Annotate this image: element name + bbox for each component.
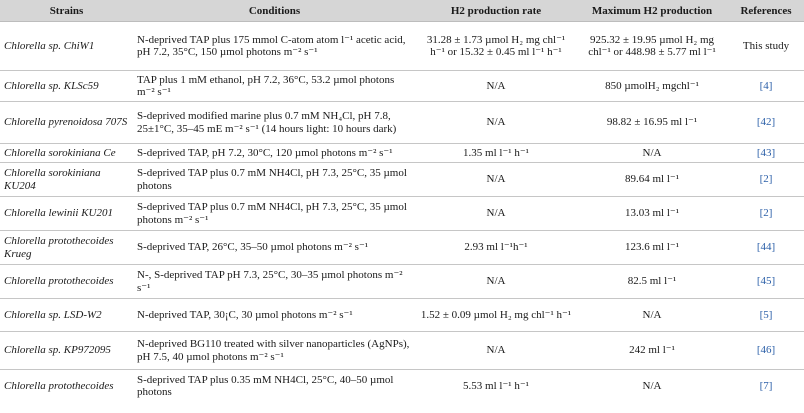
strain-cell: Chlorella protothecoides (4, 380, 114, 392)
reference-link[interactable]: [2] (728, 162, 804, 197)
conditions-cell: N-deprived TAP, 30¡C, 30 µmol photons m⁻… (133, 298, 416, 332)
table-header: Strains Conditions H2 production rate Ma… (0, 0, 804, 22)
reference-link[interactable]: [43] (728, 143, 804, 163)
table-row: Chlorella protothecoides Krueg S-deprive… (0, 230, 804, 265)
table-row: Chlorella protothecoides N-, S-deprived … (0, 264, 804, 299)
strain-cell: Chlorella protothecoides Krueg (0, 230, 133, 265)
max-cell: 82.5 ml l⁻¹ (576, 264, 728, 299)
strain-cell: Chlorella sp. LSD-W2 (0, 298, 133, 332)
reference-link[interactable]: [42] (728, 101, 804, 144)
rate-cell: N/A (416, 331, 576, 370)
rate-cell: N/A (416, 70, 576, 102)
strain-cell: Chlorella sp. KP972095 (0, 331, 133, 370)
header-production-rate: H2 production rate (416, 0, 576, 22)
reference-link[interactable]: [5] (728, 298, 804, 332)
rate-cell: 5.53 ml l⁻¹ h⁻¹ (463, 380, 529, 392)
rate-cell: 1.35 ml l⁻¹ h⁻¹ (416, 143, 576, 163)
max-cell: 242 ml l⁻¹ (576, 331, 728, 370)
reference-link[interactable]: [7] (759, 380, 773, 392)
header-row: Strains Conditions H2 production rate Ma… (0, 0, 804, 22)
conditions-cell: N-deprived TAP plus 175 mmol C-atom atom… (133, 21, 416, 71)
max-cell: 13.03 ml l⁻¹ (576, 196, 728, 231)
conditions-cell: N-deprived BG110 treated with silver nan… (133, 331, 416, 370)
table-row: Chlorella pyrenoidosa 707S S-deprived mo… (0, 101, 804, 144)
table-row: Chlorella sp. KP972095 N-deprived BG110 … (0, 331, 804, 370)
table-row: Chlorella sp. KLSc59 TAP plus 1 mM ethan… (0, 70, 804, 102)
strain-cell: Chlorella sorokiniana Ce (0, 143, 133, 163)
rate-cell: N/A (416, 101, 576, 144)
reference-link[interactable]: [46] (728, 331, 804, 370)
reference-link[interactable]: [44] (728, 230, 804, 265)
max-cell: N/A (576, 298, 728, 332)
table-row: Chlorella sp. LSD-W2 N-deprived TAP, 30¡… (0, 298, 804, 332)
conditions-cell: N-, S-deprived TAP pH 7.3, 25°C, 30–35 µ… (133, 264, 416, 299)
max-cell: 123.6 ml l⁻¹ (576, 230, 728, 265)
reference-link[interactable]: [2] (728, 196, 804, 231)
strain-cell: Chlorella lewinii KU201 (0, 196, 133, 231)
strain-cell: Chlorella sorokiniana KU204 (0, 162, 133, 197)
conditions-cell: TAP plus 1 mM ethanol, pH 7.2, 36°C, 53.… (133, 70, 416, 102)
conditions-cell: S-deprived TAP plus 0.7 mM NH4Cl, pH 7.3… (133, 162, 416, 197)
reference-cell: This study (728, 21, 804, 71)
header-references: References (728, 0, 804, 22)
header-conditions: Conditions (133, 0, 416, 22)
strain-cell: Chlorella protothecoides (0, 264, 133, 299)
header-strains: Strains (0, 0, 133, 22)
table-row: Chlorella sp. ChiW1 N-deprived TAP plus … (0, 21, 804, 71)
header-maximum-production: Maximum H2 production (576, 0, 728, 22)
conditions-cell: S-deprived modified marine plus 0.7 mM N… (133, 101, 416, 144)
rate-cell: N/A (416, 264, 576, 299)
rate-cell: 2.93 ml l⁻¹h⁻¹ (416, 230, 576, 265)
max-cell: 89.64 ml l⁻¹ (576, 162, 728, 197)
table-row: Chlorella sorokiniana Ce S-deprived TAP,… (0, 143, 804, 163)
max-cell: N/A (576, 143, 728, 163)
rate-cell: 1.52 ± 0.09 µmol H₂ mg chl⁻¹ h⁻¹ (416, 298, 576, 332)
reference-link[interactable]: [4] (728, 70, 804, 102)
table-row: Chlorella lewinii KU201 S-deprived TAP p… (0, 196, 804, 231)
max-cell: 850 µmolH₂ mgchl⁻¹ (576, 70, 728, 102)
max-cell: 98.82 ± 16.95 ml l⁻¹ (576, 101, 728, 144)
conditions-cell: S-deprived TAP plus 0.7 mM NH4Cl, pH 7.3… (133, 196, 416, 231)
strain-cell: Chlorella pyrenoidosa 707S (0, 101, 133, 144)
rate-cell: N/A (416, 196, 576, 231)
max-cell: 925.32 ± 19.95 µmol H₂ mg chl⁻¹ or 448.9… (576, 21, 728, 71)
conditions-cell: S-deprived TAP, pH 7.2, 30°C, 120 µmol p… (133, 143, 416, 163)
strain-cell: Chlorella sp. ChiW1 (0, 21, 133, 71)
table-body: Chlorella sp. ChiW1 N-deprived TAP plus … (0, 21, 804, 403)
rate-cell: 31.28 ± 1.73 µmol H₂ mg chl⁻¹ h⁻¹ or 15.… (416, 21, 576, 71)
table-row: Chlorella protothecoides S-deprived TAP … (0, 370, 804, 403)
reference-link[interactable]: [45] (728, 264, 804, 299)
hydrogen-production-table: Strains Conditions H2 production rate Ma… (0, 0, 804, 403)
rate-cell: N/A (416, 162, 576, 197)
strain-cell: Chlorella sp. KLSc59 (0, 70, 133, 102)
table-row: Chlorella sorokiniana KU204 S-deprived T… (0, 162, 804, 197)
max-cell: N/A (642, 380, 662, 392)
conditions-cell: S-deprived TAP plus 0.35 mM NH4Cl, 25°C,… (137, 373, 394, 399)
conditions-cell: S-deprived TAP, 26°C, 35–50 µmol photons… (133, 230, 416, 265)
